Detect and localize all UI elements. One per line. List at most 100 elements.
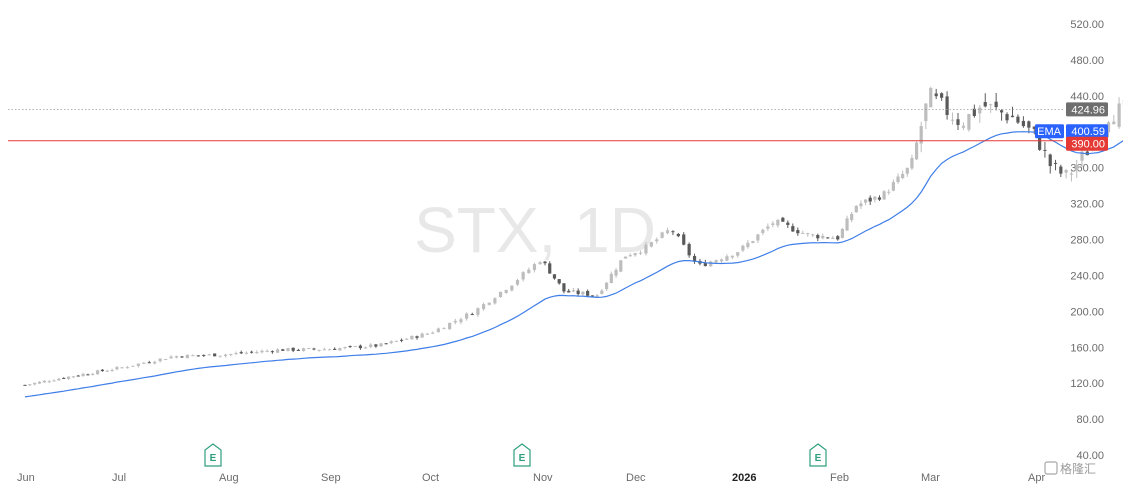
candle xyxy=(255,350,258,354)
candle xyxy=(28,384,31,386)
y-tick-label: 160.00 xyxy=(1070,342,1104,354)
candle xyxy=(33,383,36,386)
candle xyxy=(101,369,104,372)
candle xyxy=(671,230,674,235)
y-tick-label: 480.00 xyxy=(1070,55,1104,67)
candle xyxy=(619,260,622,272)
candle xyxy=(1065,169,1068,179)
candle xyxy=(796,227,799,235)
svg-text:EMA: EMA xyxy=(1037,126,1062,138)
candle xyxy=(260,350,263,354)
candle xyxy=(400,338,403,342)
candle xyxy=(349,345,352,347)
candle xyxy=(984,93,987,107)
candle xyxy=(240,351,243,354)
candle xyxy=(328,349,331,351)
candle xyxy=(1000,109,1003,120)
candle xyxy=(390,340,393,344)
candle xyxy=(364,347,367,349)
candle xyxy=(369,343,372,348)
x-tick-label: Dec xyxy=(626,472,646,484)
candle xyxy=(465,312,468,320)
candle xyxy=(666,228,669,235)
candle xyxy=(77,375,80,377)
candle xyxy=(841,228,844,238)
candle xyxy=(318,350,321,352)
candle xyxy=(245,351,248,354)
candle xyxy=(715,259,718,262)
candle xyxy=(945,91,948,119)
earnings-marker[interactable]: E xyxy=(810,444,826,466)
candle xyxy=(1005,112,1008,123)
candle xyxy=(499,292,502,298)
earnings-marker[interactable]: E xyxy=(205,444,221,466)
candle xyxy=(826,237,829,239)
candle xyxy=(493,297,496,305)
candle xyxy=(751,241,754,243)
y-tick-label: 120.00 xyxy=(1070,378,1104,390)
candle xyxy=(395,341,398,342)
candle xyxy=(845,216,848,231)
candle xyxy=(410,335,413,339)
candle xyxy=(379,343,382,347)
candle xyxy=(600,289,603,295)
x-tick-label: Apr xyxy=(1028,472,1045,484)
candle xyxy=(567,289,570,293)
candle xyxy=(96,370,99,375)
candle xyxy=(533,263,536,273)
candle xyxy=(901,171,904,180)
candle xyxy=(208,354,211,356)
x-tick-label: Mar xyxy=(921,472,940,484)
svg-text:424.96: 424.96 xyxy=(1071,104,1105,116)
candle xyxy=(831,236,834,239)
candle xyxy=(302,348,305,352)
candle xyxy=(1011,107,1014,117)
candle xyxy=(553,274,556,279)
candle xyxy=(962,122,965,130)
candle xyxy=(106,370,109,372)
x-tick-label: Oct xyxy=(422,472,439,484)
candle xyxy=(488,302,491,305)
candle xyxy=(516,279,519,286)
y-tick-label: 280.00 xyxy=(1070,235,1104,247)
candle xyxy=(281,349,284,351)
candle xyxy=(746,240,749,249)
candle xyxy=(175,356,178,359)
candle xyxy=(935,89,938,99)
candle xyxy=(442,327,445,329)
candle xyxy=(883,190,886,200)
candle xyxy=(374,344,377,348)
candle xyxy=(924,103,927,129)
candle xyxy=(581,291,584,296)
candle xyxy=(836,235,839,241)
candle xyxy=(229,354,232,357)
candle xyxy=(610,272,613,284)
candle xyxy=(624,257,627,259)
candle xyxy=(1049,154,1052,174)
candle xyxy=(505,290,508,294)
svg-text:390.00: 390.00 xyxy=(1071,139,1105,151)
earnings-marker[interactable]: E xyxy=(514,444,530,466)
candle xyxy=(111,369,114,372)
candle xyxy=(431,331,434,334)
candle xyxy=(978,105,981,123)
candle xyxy=(510,285,513,291)
candle xyxy=(776,219,779,227)
candle xyxy=(910,155,913,171)
candle xyxy=(224,354,227,358)
candle xyxy=(169,355,172,358)
candle xyxy=(940,92,943,101)
candle xyxy=(682,232,685,245)
candle xyxy=(892,179,895,191)
candle xyxy=(989,104,992,113)
alert-price-tag[interactable]: 390.00 xyxy=(1066,137,1108,151)
svg-text:E: E xyxy=(519,453,526,464)
candle xyxy=(43,380,46,383)
candle xyxy=(415,336,418,340)
candle xyxy=(995,93,998,110)
candle xyxy=(448,323,451,330)
candle xyxy=(482,303,485,311)
candle xyxy=(180,356,183,358)
candle xyxy=(906,168,909,177)
